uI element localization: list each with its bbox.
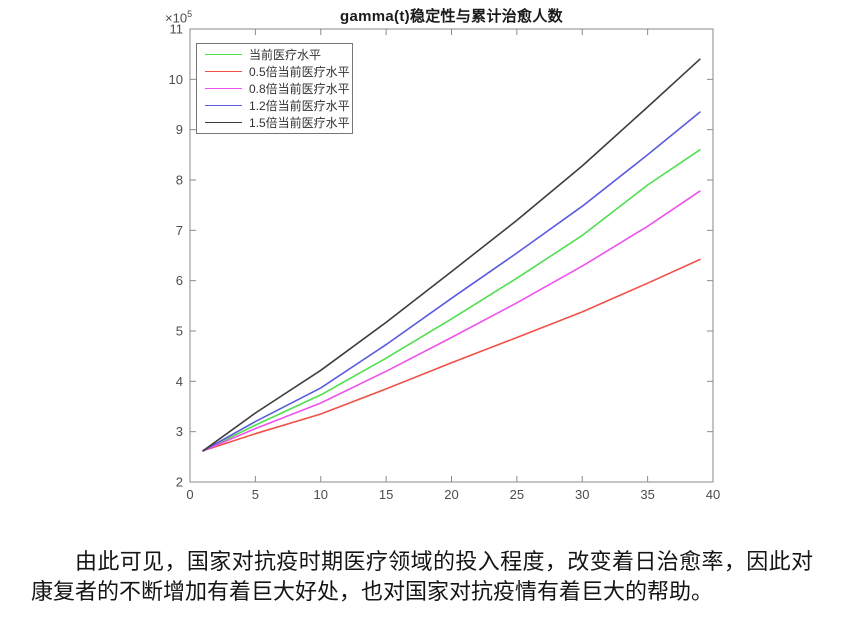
x-tick-label: 5 bbox=[252, 487, 259, 502]
x-tick-label: 30 bbox=[575, 487, 589, 502]
y-tick-label: 2 bbox=[176, 475, 183, 490]
series-line-3 bbox=[202, 111, 701, 452]
legend-item: 0.8倍当前医疗水平 bbox=[197, 80, 352, 96]
x-tick-label: 25 bbox=[510, 487, 524, 502]
legend-item-label: 1.2倍当前医疗水平 bbox=[249, 98, 350, 113]
series-line-1 bbox=[202, 258, 701, 452]
y-exponent-base: ×10 bbox=[165, 10, 188, 26]
x-tick-label: 40 bbox=[706, 487, 720, 502]
legend-item: 当前医疗水平 bbox=[197, 47, 352, 63]
y-tick-label: 6 bbox=[176, 273, 183, 288]
legend-line-sample bbox=[205, 71, 242, 73]
series-line-0 bbox=[202, 149, 701, 452]
series-line-4 bbox=[202, 58, 701, 452]
legend-line-sample bbox=[205, 104, 242, 106]
y-tick-label: 5 bbox=[176, 324, 183, 339]
x-tick-label: 35 bbox=[640, 487, 654, 502]
legend-item-label: 0.5倍当前医疗水平 bbox=[249, 65, 350, 80]
x-tick-label: 10 bbox=[314, 487, 328, 502]
legend-line-sample bbox=[205, 87, 242, 89]
x-tick-label: 15 bbox=[379, 487, 393, 502]
y-tick-label: 7 bbox=[176, 223, 183, 238]
legend-item: 0.5倍当前医疗水平 bbox=[197, 64, 352, 80]
chart-title: gamma(t)稳定性与累计治愈人数 bbox=[340, 8, 563, 25]
y-axis-exponent-label: ×105 bbox=[165, 9, 192, 25]
legend-line-sample bbox=[205, 54, 242, 56]
legend-item-label: 1.5倍当前医疗水平 bbox=[249, 115, 350, 130]
legend-item-label: 0.8倍当前医疗水平 bbox=[249, 81, 350, 96]
y-tick-label: 10 bbox=[169, 72, 183, 87]
legend: 当前医疗水平 0.5倍当前医疗水平 0.8倍当前医疗水平 1.2倍当前医疗水平 1.5倍… bbox=[196, 43, 353, 134]
y-exponent-power: 5 bbox=[187, 9, 193, 19]
legend-item-label: 当前医疗水平 bbox=[249, 48, 322, 63]
y-tick-label: 9 bbox=[176, 122, 183, 137]
series-line-2 bbox=[202, 190, 701, 452]
legend-line-sample bbox=[205, 121, 242, 123]
y-tick-label: 3 bbox=[176, 424, 183, 439]
line-chart-plot: 0 5 10 15 20 25 30 35 40 2 3 4 5 6 7 8 9 10 11 bbox=[169, 22, 721, 503]
body-paragraph: 由此可见，国家对抗疫时期医疗领域的投入程度，改变着日治愈率，因此对康复者的不断增… bbox=[31, 550, 813, 605]
y-tick-label: 4 bbox=[176, 374, 183, 389]
x-tick-label: 0 bbox=[186, 487, 193, 502]
x-tick-label: 20 bbox=[444, 487, 458, 502]
y-tick-label: 8 bbox=[176, 173, 183, 188]
legend-item: 1.5倍当前医疗水平 bbox=[197, 114, 352, 130]
y-tick-label: 11 bbox=[170, 22, 184, 37]
legend-item: 1.2倍当前医疗水平 bbox=[197, 97, 352, 113]
